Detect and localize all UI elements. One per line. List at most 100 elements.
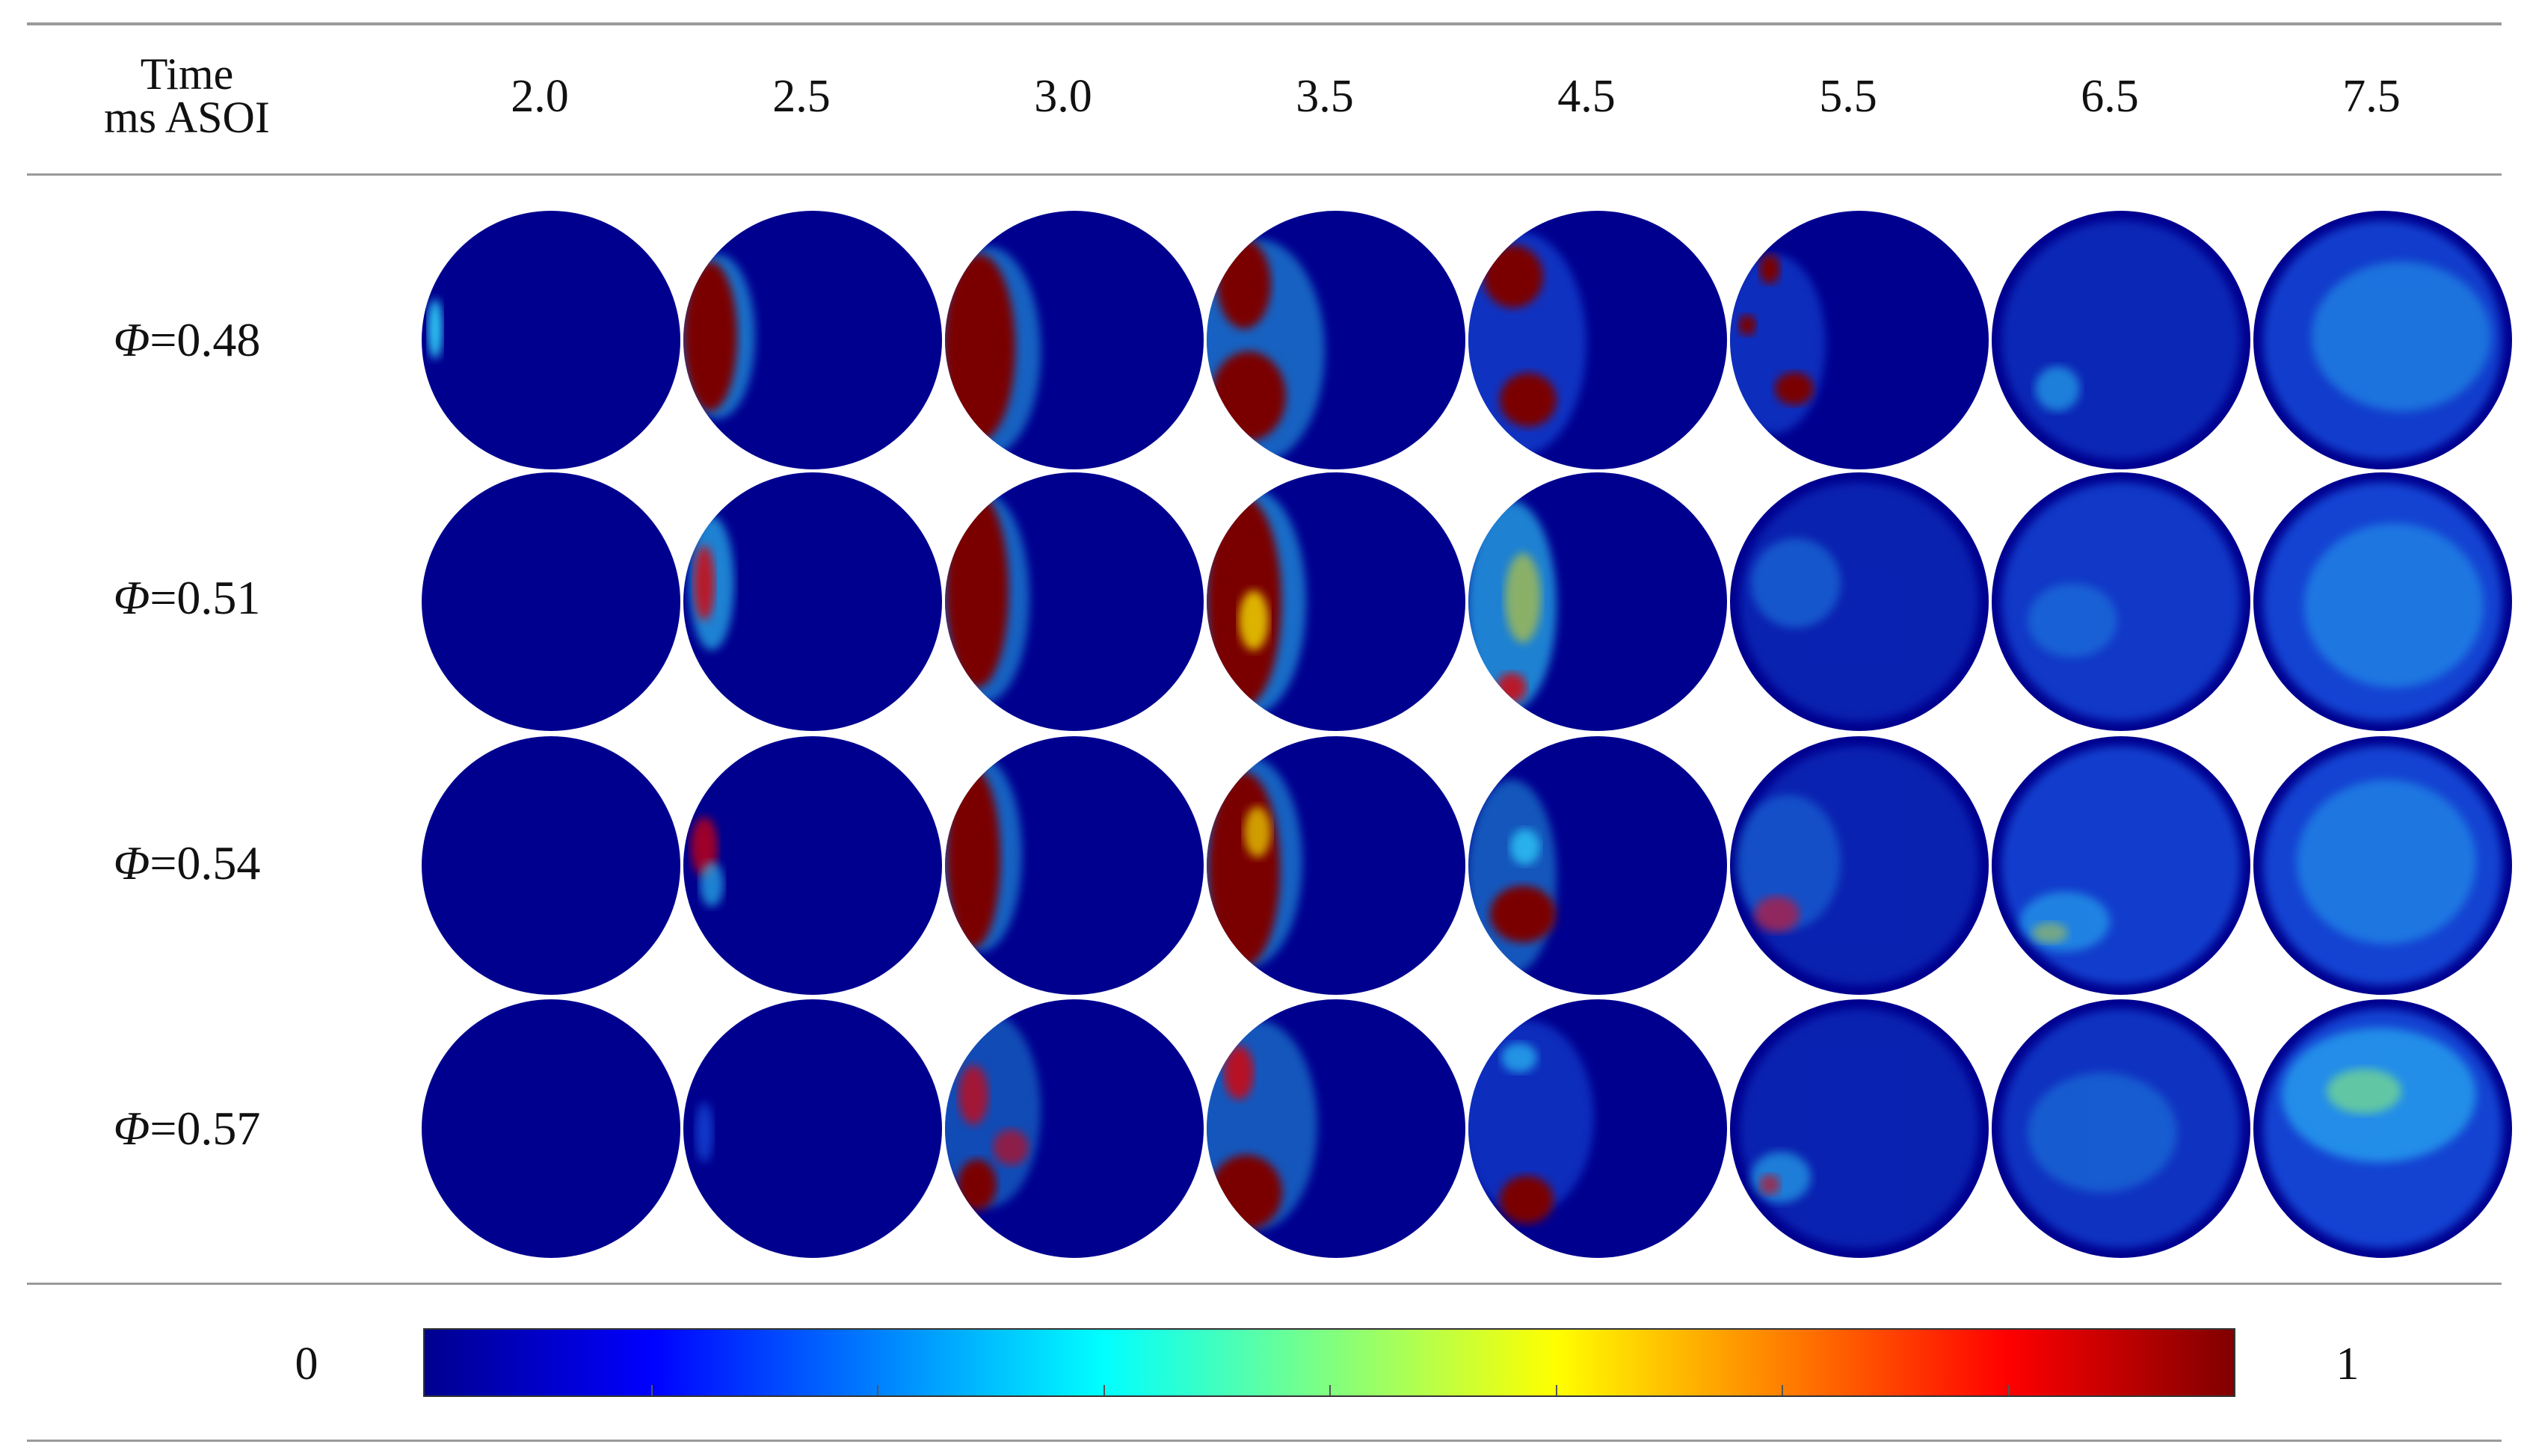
flame-image-panel (1467, 998, 1729, 1259)
flame-image-panel (1205, 735, 1467, 996)
row-label: Φ=0.48 (60, 314, 314, 366)
intensity-region (1224, 1046, 1254, 1099)
intensity-region (2327, 1069, 2401, 1114)
intensity-region (1239, 590, 1269, 650)
intensity-region (1505, 553, 1541, 643)
colorbar-tick (877, 1385, 878, 1395)
intensity-region (1217, 239, 1271, 329)
intensity-region (1738, 315, 1756, 336)
intensity-region (1751, 1152, 1811, 1203)
row-label: Φ=0.51 (60, 572, 314, 624)
flame-image-panel (1729, 735, 1990, 996)
flame-image-panel (944, 471, 1205, 732)
flame-image-panel (1205, 998, 1467, 1259)
phi-value: =0.54 (150, 836, 261, 889)
intensity-region (694, 546, 715, 620)
column-label: 6.5 (2081, 71, 2139, 122)
flame-image-panel (1467, 735, 1729, 996)
top-rule (27, 22, 2502, 25)
colorbar (423, 1328, 2235, 1397)
intensity-region (2001, 220, 2241, 460)
intensity-region (958, 1065, 988, 1125)
intensity-region (1501, 1043, 1537, 1073)
flame-image-panel (682, 209, 944, 471)
flame-image-panel (420, 735, 682, 996)
intensity-region (958, 1159, 997, 1210)
phi-value: =0.51 (150, 571, 261, 624)
time-header-line1: Time (140, 49, 234, 99)
flame-image-panel (1467, 209, 1729, 471)
flame-image-panel (1729, 209, 1990, 471)
phi-value: =0.57 (150, 1102, 261, 1155)
flame-image-panel (1729, 471, 1990, 732)
flame-image-panel (420, 209, 682, 471)
intensity-region (691, 817, 718, 877)
intensity-region (2297, 780, 2476, 944)
flame-image-panel (2252, 209, 2514, 471)
row-label: Φ=0.54 (60, 837, 314, 889)
flame-image-panel (1990, 209, 2252, 471)
colorbar-min-label: 0 (295, 1339, 318, 1389)
colorbar-tick (1329, 1385, 1331, 1395)
intensity-region (1759, 254, 1780, 284)
flame-image-panel (1205, 209, 1467, 471)
colorbar-tick (1555, 1385, 1557, 1395)
flame-image-panel (2252, 998, 2514, 1259)
flame-image-panel (420, 471, 682, 732)
flame-image-panel (2252, 735, 2514, 996)
colorbar-tick (2007, 1385, 2010, 1395)
colorbar-top-rule (27, 1283, 2502, 1285)
flame-image-panel (944, 998, 1205, 1259)
intensity-region (2035, 366, 2080, 411)
intensity-region (1497, 673, 1527, 703)
column-label: 7.5 (2342, 71, 2401, 122)
intensity-region (428, 299, 443, 359)
intensity-region (1208, 772, 1280, 966)
intensity-region (1740, 746, 1979, 985)
flame-image-panel (1205, 471, 1467, 732)
flame-image-panel (682, 735, 944, 996)
intensity-region (1244, 806, 1271, 857)
intensity-region (2020, 892, 2110, 951)
intensity-region (1775, 372, 1814, 405)
column-label: 3.5 (1296, 71, 1354, 122)
time-header-line2: ms ASOI (104, 93, 270, 142)
colorbar-max-label: 1 (2336, 1339, 2360, 1389)
intensity-region (1740, 482, 1979, 721)
flame-image-panel (682, 998, 944, 1259)
flame-image-panel (1729, 998, 1990, 1259)
flame-image-panel (420, 998, 682, 1259)
bottom-rule (27, 1440, 2502, 1442)
flame-image-panel (1990, 998, 2252, 1259)
header-rule (27, 173, 2502, 176)
row-label: Φ=0.57 (60, 1102, 314, 1155)
colorbar-tick (1103, 1385, 1105, 1395)
phi-symbol: Φ (113, 313, 150, 366)
intensity-region (1490, 886, 1556, 943)
flame-image-panel (1990, 471, 2252, 732)
intensity-region (1500, 373, 1557, 427)
flame-image-panel (682, 471, 944, 732)
column-label: 4.5 (1557, 71, 1616, 122)
intensity-region (993, 1129, 1029, 1165)
colorbar-tick (650, 1385, 653, 1395)
intensity-region (2304, 523, 2484, 688)
intensity-region (2001, 746, 2241, 985)
intensity-region (945, 254, 1015, 441)
intensity-region (1211, 351, 1286, 441)
phi-value: =0.48 (150, 313, 261, 366)
intensity-region (1759, 1174, 1780, 1195)
intensity-region (683, 262, 737, 411)
intensity-region (2312, 262, 2491, 411)
colorbar-gradient (425, 1330, 2234, 1395)
phi-symbol: Φ (113, 1102, 150, 1155)
intensity-region (2001, 482, 2241, 721)
intensity-region (695, 1102, 713, 1162)
column-label: 3.0 (1034, 71, 1092, 122)
flame-image-panel (944, 735, 1205, 996)
intensity-region (946, 493, 1009, 688)
intensity-region (2032, 922, 2068, 943)
intensity-region (946, 768, 1000, 948)
intensity-region (1483, 245, 1543, 308)
intensity-region (1740, 1009, 1979, 1248)
